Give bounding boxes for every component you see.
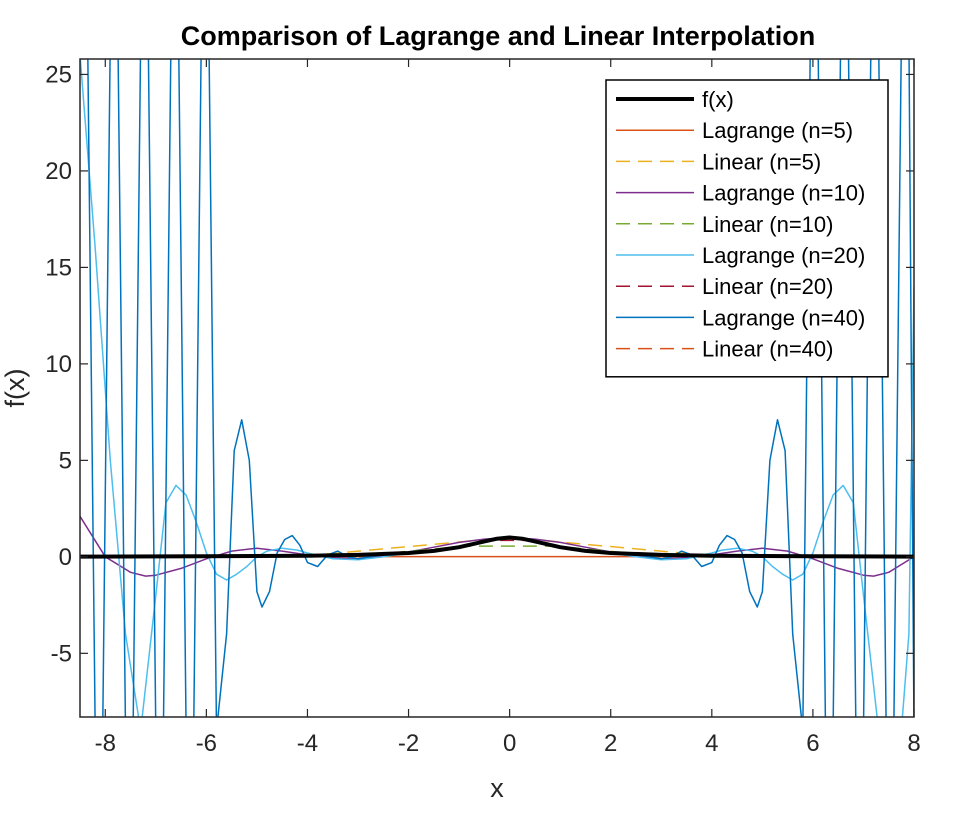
legend-label-linear-n-20: Linear (n=20)	[702, 274, 833, 299]
legend-label-f-x: f(x)	[702, 87, 734, 112]
legend-label-lagrange-n-5: Lagrange (n=5)	[702, 118, 853, 143]
legend-label-lagrange-n-20: Lagrange (n=20)	[702, 243, 865, 268]
legend-label-linear-n-5: Linear (n=5)	[702, 149, 821, 174]
axes-box	[79, 58, 915, 718]
legend: f(x) Lagrange (n=5) Linear (n=5) Lagrange (…	[605, 79, 889, 378]
x-tick-label: -8	[95, 730, 116, 757]
y-tick-label: 25	[45, 61, 72, 88]
legend-label-linear-n-10: Linear (n=10)	[702, 212, 833, 237]
x-tick-label: 8	[907, 730, 920, 757]
x-tick-label: -2	[398, 730, 419, 757]
y-tick-label: 20	[45, 158, 72, 185]
legend-label-lagrange-n-10: Lagrange (n=10)	[702, 181, 865, 206]
x-axis-label: x	[490, 773, 504, 803]
axis-ticks: -8 -6 -4 -2 0 2 4 6 8 -5 0 5 10 15 20 25	[45, 59, 921, 757]
x-tick-label: 2	[604, 730, 617, 757]
chart-title: Comparison of Lagrange and Linear Interp…	[181, 21, 816, 51]
legend-label-lagrange-n-40: Lagrange (n=40)	[702, 305, 865, 330]
x-tick-label: 6	[806, 730, 819, 757]
x-tick-label: 0	[503, 730, 516, 757]
x-tick-label: -6	[196, 730, 217, 757]
plot-area	[80, 59, 914, 717]
y-tick-label: 10	[45, 351, 72, 378]
y-tick-label: 15	[45, 254, 72, 281]
y-tick-label: 0	[59, 544, 72, 571]
y-tick-label: 5	[59, 447, 72, 474]
series-line-f-x	[80, 535, 914, 559]
legend-label-linear-n-40: Linear (n=40)	[702, 337, 833, 362]
y-tick-label: -5	[51, 640, 72, 667]
x-tick-label: -4	[297, 730, 318, 757]
x-tick-label: 4	[705, 730, 718, 757]
y-axis-label: f(x)	[0, 369, 30, 408]
